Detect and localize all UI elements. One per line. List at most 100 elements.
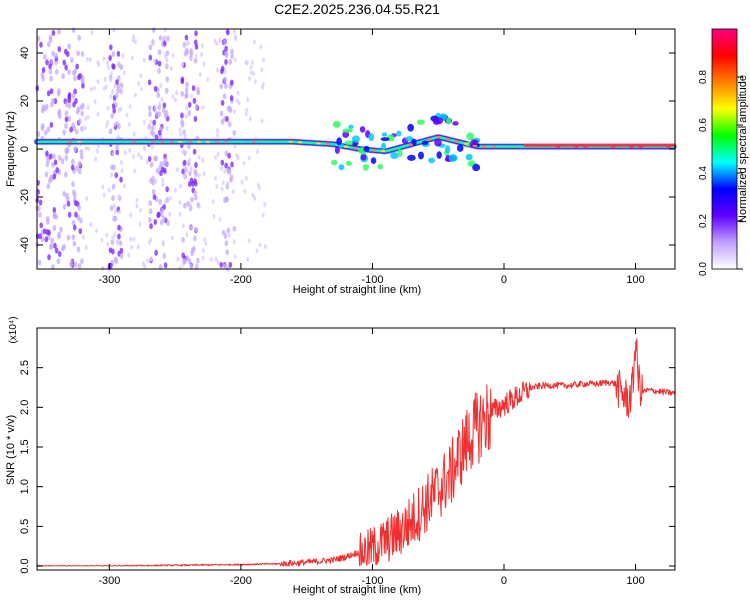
noise-dot bbox=[148, 54, 153, 61]
noise-dot bbox=[236, 90, 240, 96]
noise-dot bbox=[252, 39, 256, 45]
noise-dot bbox=[117, 233, 121, 240]
noise-dot bbox=[225, 116, 229, 123]
noise-dot bbox=[111, 235, 115, 241]
noise-dot bbox=[52, 153, 56, 160]
noise-dot bbox=[240, 179, 244, 185]
noise-dot bbox=[84, 145, 88, 151]
noise-dot bbox=[171, 52, 175, 58]
noise-dot bbox=[244, 175, 248, 181]
ridge-hot-spot bbox=[131, 140, 137, 143]
ridge-blob bbox=[397, 149, 403, 157]
noise-dot bbox=[119, 176, 123, 183]
noise-dot bbox=[113, 215, 118, 222]
chart-title: C2E2.2025.236.04.55.R21 bbox=[274, 1, 440, 17]
noise-dot bbox=[151, 189, 156, 196]
ridge-blob bbox=[362, 164, 369, 171]
noise-dot bbox=[174, 97, 178, 103]
noise-dot bbox=[121, 53, 125, 59]
noise-dot bbox=[181, 262, 185, 268]
ridge-blob bbox=[336, 137, 342, 146]
noise-dot bbox=[36, 35, 41, 42]
noise-dot bbox=[182, 202, 187, 209]
noise-dot bbox=[57, 231, 61, 238]
noise-dot bbox=[150, 144, 154, 150]
noise-dot bbox=[251, 192, 255, 198]
noise-dot bbox=[143, 145, 147, 151]
noise-dot bbox=[111, 183, 116, 190]
noise-dot bbox=[118, 240, 123, 247]
noise-dot bbox=[168, 211, 172, 217]
noise-dot bbox=[191, 85, 196, 92]
noise-dot bbox=[115, 144, 119, 151]
noise-dot bbox=[256, 149, 260, 155]
noise-dot bbox=[57, 88, 61, 95]
noise-dot bbox=[178, 127, 182, 133]
noise-dot bbox=[249, 64, 253, 70]
noise-dot bbox=[160, 97, 164, 103]
noise-dot bbox=[110, 239, 115, 246]
noise-dot bbox=[162, 215, 166, 222]
noise-dot bbox=[80, 125, 84, 132]
noise-dot bbox=[193, 190, 198, 197]
spectrogram-x-tick-label: 100 bbox=[626, 274, 644, 286]
noise-dot bbox=[193, 39, 198, 46]
noise-dot bbox=[227, 121, 232, 128]
noise-dot bbox=[100, 237, 104, 243]
noise-dot bbox=[178, 265, 182, 271]
noise-dot bbox=[230, 48, 234, 55]
spectrogram-y-tick-label: 40 bbox=[19, 47, 31, 59]
noise-dot bbox=[89, 222, 93, 228]
ridge-hot-spot bbox=[251, 140, 257, 143]
noise-dot bbox=[47, 229, 51, 236]
noise-dot bbox=[39, 222, 44, 229]
noise-dot bbox=[44, 171, 49, 178]
noise-dot bbox=[152, 193, 157, 200]
noise-dot bbox=[131, 55, 135, 61]
noise-dot bbox=[166, 220, 170, 227]
noise-dot bbox=[233, 57, 237, 63]
ridge-blob bbox=[444, 145, 451, 154]
noise-dot bbox=[220, 99, 225, 106]
noise-dot bbox=[157, 111, 162, 118]
noise-dot bbox=[63, 48, 68, 55]
noise-dot bbox=[72, 69, 76, 76]
noise-dot bbox=[61, 73, 65, 80]
noise-dot bbox=[37, 259, 42, 266]
noise-dot bbox=[170, 65, 174, 71]
noise-dot bbox=[52, 212, 57, 219]
snr-y-tick-label: 2.5 bbox=[19, 360, 31, 375]
noise-dot bbox=[224, 162, 228, 169]
noise-dot bbox=[44, 236, 49, 243]
noise-dot bbox=[243, 188, 247, 194]
noise-dot bbox=[182, 41, 187, 48]
noise-dot bbox=[64, 64, 68, 71]
noise-dot bbox=[224, 240, 229, 247]
noise-dot bbox=[87, 146, 91, 152]
noise-dot bbox=[220, 159, 225, 166]
noise-dot bbox=[190, 250, 194, 257]
noise-dot bbox=[153, 85, 158, 92]
noise-dot bbox=[187, 101, 192, 108]
noise-dot bbox=[81, 82, 85, 89]
noise-dot bbox=[55, 68, 59, 75]
noise-dot bbox=[139, 207, 143, 213]
noise-dot bbox=[133, 168, 137, 174]
noise-dot bbox=[159, 161, 164, 168]
noise-dot bbox=[38, 199, 43, 206]
noise-dot bbox=[106, 60, 110, 66]
noise-dot bbox=[216, 260, 220, 266]
noise-dot bbox=[230, 53, 234, 60]
noise-dot bbox=[204, 241, 208, 247]
noise-dot bbox=[71, 181, 75, 188]
noise-dot bbox=[51, 29, 56, 36]
snr-marks bbox=[36, 338, 676, 567]
snr-series-line bbox=[36, 338, 676, 567]
ridge-blob bbox=[390, 152, 399, 159]
ridge-blob bbox=[407, 154, 416, 161]
noise-dot bbox=[73, 261, 78, 268]
noise-dot bbox=[188, 203, 192, 209]
noise-dot bbox=[71, 158, 75, 165]
ridge-blob bbox=[421, 140, 429, 146]
ridge-blob bbox=[396, 130, 402, 137]
